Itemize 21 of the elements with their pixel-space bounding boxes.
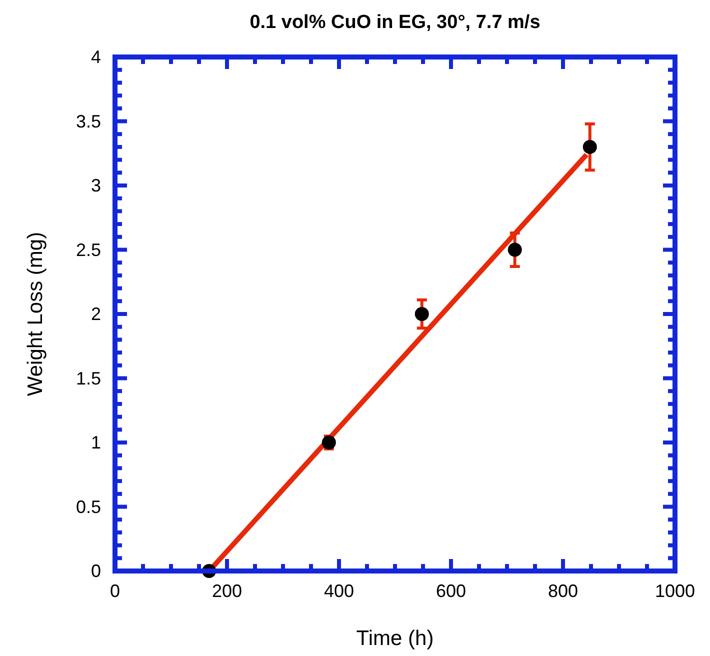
y-tick-label: 4 — [90, 47, 101, 67]
y-tick-label: 2 — [90, 304, 101, 324]
x-tick-label: 400 — [324, 581, 354, 601]
x-tick-label: 800 — [548, 581, 578, 601]
point — [582, 140, 597, 154]
chart-title: 0.1 vol% CuO in EG, 30°, 7.7 m/s — [250, 12, 540, 33]
y-tick-label: 3.5 — [76, 111, 101, 132]
y-tick-label: 2.5 — [76, 240, 101, 260]
x-tick-label: 0 — [110, 581, 120, 601]
point — [414, 307, 429, 321]
y-tick-label: 3 — [90, 176, 101, 196]
y-axis-title: Weight Loss (mg) — [24, 232, 47, 396]
y-tick-label: 1.5 — [76, 368, 101, 388]
x-tick-label: 200 — [212, 581, 242, 601]
x-tick-label: 600 — [436, 581, 466, 601]
x-tick-label: 1000 — [654, 581, 696, 601]
x-axis-title: Time (h) — [356, 627, 434, 650]
y-tick-label: 1 — [90, 432, 101, 452]
point — [508, 242, 522, 257]
y-tick-label: 0.5 — [76, 496, 101, 517]
y-tick-label: 0 — [90, 561, 101, 581]
